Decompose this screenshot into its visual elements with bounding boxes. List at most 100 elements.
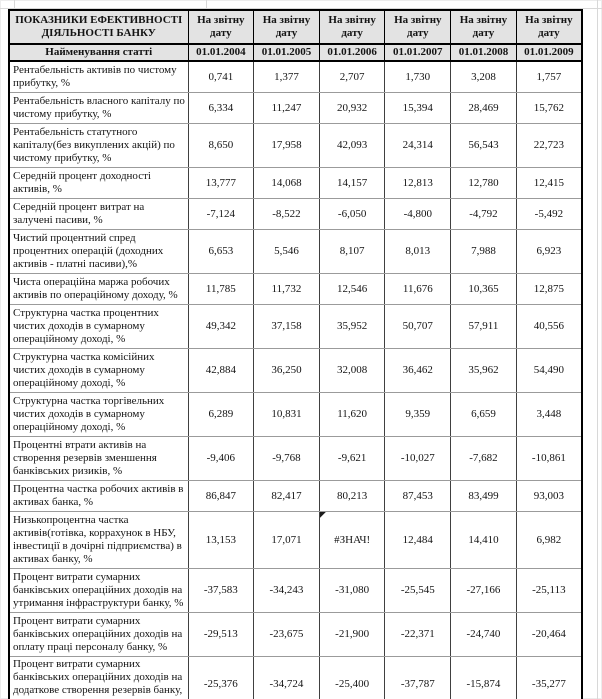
error-value: #ЗНАЧ!	[334, 533, 371, 546]
value-cell: 10,831	[253, 392, 320, 437]
table-title: ПОКАЗНИКИ ЕФЕКТИВНОСТІ ДІЯЛЬНОСТІ БАНКУ	[8, 9, 189, 45]
value-cell: 11,620	[318, 392, 386, 437]
value-cell: -27,166	[450, 568, 517, 613]
row-label: Чистий процентний спред процентних опера…	[8, 229, 189, 274]
value-cell: -20,464	[515, 612, 583, 657]
value-cell: 1,377	[253, 60, 320, 93]
value-cell: -15,874	[450, 656, 517, 699]
value-cell: 87,453	[384, 480, 452, 512]
value-cell: 83,499	[450, 480, 517, 512]
value-cell: 24,314	[384, 123, 452, 168]
col-header-date: 01.01.2009	[515, 43, 583, 62]
table-row: Процентна частка робочих активів в актив…	[8, 480, 583, 512]
value-cell: 28,469	[450, 92, 517, 124]
row-label: Рентабельність активів по чистому прибут…	[8, 60, 189, 93]
row-label: Структурна частка комісійних чистих дохо…	[8, 348, 189, 393]
table-subheader-row: Найменування статті 01.01.2004 01.01.200…	[8, 43, 583, 62]
value-cell: 1,730	[384, 60, 452, 93]
table-row: Структурна частка комісійних чистих дохо…	[8, 348, 583, 393]
value-cell: -7,682	[450, 436, 517, 481]
row-label: Процент витрати сумарних банківських опе…	[8, 656, 189, 699]
gridline-strip-top	[0, 0, 602, 9]
value-cell: -25,113	[515, 568, 583, 613]
col-header-date: 01.01.2006	[318, 43, 386, 62]
gridline	[14, 0, 15, 8]
value-cell: -8,522	[253, 198, 320, 230]
col-header-reporting-date: На звітну дату	[384, 9, 452, 45]
value-cell: 13,777	[187, 167, 255, 199]
value-cell: -9,621	[318, 436, 386, 481]
value-cell: 12,484	[384, 511, 452, 569]
value-cell: -21,900	[318, 612, 386, 657]
value-cell: 2,707	[318, 60, 386, 93]
value-cell: 32,008	[318, 348, 386, 393]
value-cell: 12,875	[515, 273, 583, 305]
row-label: Рентабельність статутного капіталу(без в…	[8, 123, 189, 168]
value-cell: 14,068	[253, 167, 320, 199]
value-cell: -25,400	[318, 656, 386, 699]
value-cell: 11,676	[384, 273, 452, 305]
value-cell: -34,243	[253, 568, 320, 613]
table-row: Низькопроцентна частка активів(готівка, …	[8, 511, 583, 569]
value-cell: 49,342	[187, 304, 255, 349]
value-cell: -6,050	[318, 198, 386, 230]
value-cell: 82,417	[253, 480, 320, 512]
table-row: Середній процент доходності активів, % 1…	[8, 167, 583, 199]
value-cell: 12,780	[450, 167, 517, 199]
row-label: Процент витрати сумарних банківських опе…	[8, 568, 189, 613]
value-cell: -4,800	[384, 198, 452, 230]
row-label: Рентабельність власного капіталу по чист…	[8, 92, 189, 124]
value-cell: 17,958	[253, 123, 320, 168]
col-header-reporting-date: На звітну дату	[187, 9, 255, 45]
value-cell: 36,462	[384, 348, 452, 393]
value-cell: -7,124	[187, 198, 255, 230]
value-cell: -5,492	[515, 198, 583, 230]
row-label: Процентна частка робочих активів в актив…	[8, 480, 189, 512]
value-cell: -22,371	[384, 612, 452, 657]
value-cell: 8,107	[318, 229, 386, 274]
value-cell: 56,543	[450, 123, 517, 168]
table-row: Чиста операційна маржа робочих активів п…	[8, 273, 583, 305]
value-cell: 17,071	[253, 511, 320, 569]
table-row: Рентабельність власного капіталу по чист…	[8, 92, 583, 124]
value-cell: 11,732	[253, 273, 320, 305]
row-label: Процент витрати сумарних банківських опе…	[8, 612, 189, 657]
value-cell: -10,027	[384, 436, 452, 481]
table-row: Рентабельність активів по чистому прибут…	[8, 60, 583, 93]
table-row: Рентабельність статутного капіталу(без в…	[8, 123, 583, 168]
row-label: Структурна частка торгівельних чистих до…	[8, 392, 189, 437]
row-label: Чиста операційна маржа робочих активів п…	[8, 273, 189, 305]
value-cell: 14,410	[450, 511, 517, 569]
value-cell: -25,545	[384, 568, 452, 613]
col-header-date: 01.01.2008	[450, 43, 517, 62]
table-header-row: ПОКАЗНИКИ ЕФЕКТИВНОСТІ ДІЯЛЬНОСТІ БАНКУ …	[8, 9, 583, 45]
value-cell: 37,158	[253, 304, 320, 349]
value-cell: 11,785	[187, 273, 255, 305]
col-header-date: 01.01.2005	[253, 43, 320, 62]
value-cell: 80,213	[318, 480, 386, 512]
value-cell: 13,153	[187, 511, 255, 569]
table-row: Процент витрати сумарних банківських опе…	[8, 612, 583, 657]
value-cell: 42,884	[187, 348, 255, 393]
value-cell: 12,415	[515, 167, 583, 199]
value-cell: 12,546	[318, 273, 386, 305]
value-cell: -37,787	[384, 656, 452, 699]
value-cell: 11,247	[253, 92, 320, 124]
value-cell: 93,003	[515, 480, 583, 512]
table-row: Процентні втрати активів на створення ре…	[8, 436, 583, 481]
row-label: Середній процент витрат на залучені паси…	[8, 198, 189, 230]
error-indicator-icon	[319, 512, 326, 518]
value-cell: 7,988	[450, 229, 517, 274]
row-header-label: Найменування статті	[8, 43, 189, 62]
row-label: Процентні втрати активів на створення ре…	[8, 436, 189, 481]
value-cell: 35,962	[450, 348, 517, 393]
error-value-cell: #ЗНАЧ!	[318, 511, 386, 569]
col-header-date: 01.01.2007	[384, 43, 452, 62]
col-header-reporting-date: На звітну дату	[253, 9, 320, 45]
value-cell: 8,650	[187, 123, 255, 168]
table-row: Процент витрати сумарних банківських опе…	[8, 568, 583, 613]
value-cell: 6,982	[515, 511, 583, 569]
gridline	[206, 0, 207, 8]
value-cell: 0,741	[187, 60, 255, 93]
value-cell: -4,792	[450, 198, 517, 230]
